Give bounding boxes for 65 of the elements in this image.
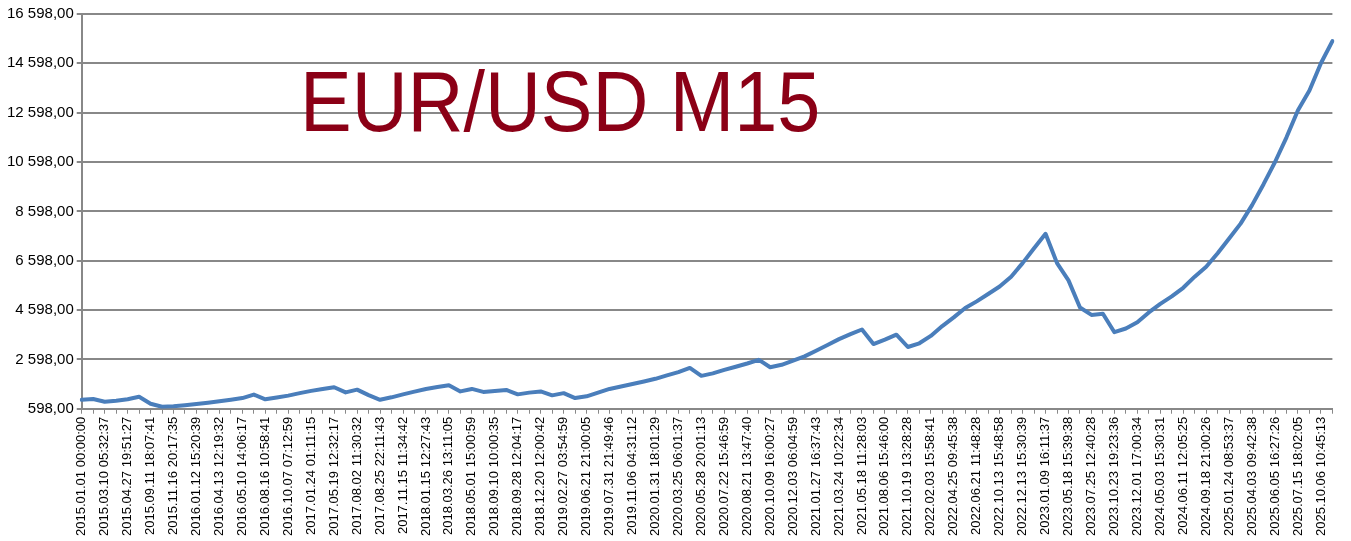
x-tick-label: 2016.04.13 12:19:32: [211, 416, 226, 536]
x-tick-label: 2025.04.03 09:42:38: [1243, 416, 1259, 536]
x-tick-label: 2021.01.27 16:37:43: [807, 416, 823, 536]
x-tick-label: 2015.09.11 18:07:41: [142, 416, 158, 536]
y-tick-label: 10 598,00: [7, 152, 74, 170]
x-tick-label: 2016.01.12 15:20:39: [188, 416, 204, 536]
x-tick-label: 2021.05.18 11:28:03: [853, 416, 869, 536]
x-tick-label: 2016.05.10 14:06:17: [233, 416, 249, 536]
x-tick-label: 2016.10.07 07:12:59: [279, 416, 295, 536]
x-tick-label: 2025.01.24 08:53:37: [1220, 416, 1236, 536]
x-tick-label: 2021.10.19 13:28:28: [899, 416, 915, 536]
y-tick-label: 8 598,00: [15, 201, 74, 219]
x-tick-label: 2017.11.15 11:34:42: [394, 416, 410, 535]
x-tick-label: 2017.08.02 11:30:32: [348, 416, 364, 536]
x-tick-label: 2020.12.03 06:04:59: [784, 416, 800, 536]
x-tick-label: 2020.05.28 20:01:13: [692, 416, 708, 536]
x-tick-label: 2023.12.01 17:00:34: [1128, 416, 1144, 536]
x-tick-label: 2015.03.10 05:32:37: [96, 416, 112, 536]
x-tick-label: 2024.05.03 15:30:31: [1151, 416, 1167, 536]
x-tick-label: 2020.07.22 15:46:59: [715, 416, 731, 536]
x-tick-label: 2015.01.01 00:00:00: [73, 416, 89, 536]
x-tick-label: 2018.05.01 15:00:59: [463, 416, 479, 536]
text: EUR/USD M15: [300, 53, 821, 149]
x-tick-label: 2022.04.25 09:45:38: [945, 416, 961, 536]
x-tick-label: 2022.06.21 11:48:28: [968, 416, 984, 536]
x-tick-label: 2021.03.24 10:22:34: [830, 416, 846, 536]
x-tick-label: 2019.11.06 04:31:12: [624, 416, 640, 536]
x-tick-label: 2025.07.15 18:02:05: [1289, 416, 1305, 536]
x-tick-label: 2023.10.23 19:23:36: [1105, 416, 1121, 536]
x-tick-label: 2020.03.25 06:01:37: [669, 416, 685, 536]
x-tick-label: 2015.11.16 20:17:35: [165, 416, 181, 536]
x-tick-label: 2022.12.13 15:30:39: [1014, 416, 1030, 536]
x-tick-label: 2020.01.31 18:01:29: [647, 416, 663, 536]
x-tick-label: 2021.08.06 15:46:00: [876, 416, 892, 536]
x-tick-label: 2023.07.25 12:40:28: [1083, 416, 1099, 536]
x-tick-label: 2018.12.20 12:00:42: [532, 416, 548, 536]
x-tick-label: 2025.06.05 16:27:26: [1266, 416, 1282, 536]
x-tick-label: 2019.07.31 21:49:46: [601, 416, 617, 536]
y-tick-label: 4 598,00: [15, 300, 74, 318]
x-tick-label: 2018.03.26 13:11:05: [440, 416, 456, 536]
x-tick-label: 2015.04.27 19:51:27: [119, 416, 135, 536]
y-tick-label: 598,00: [27, 398, 74, 416]
x-tick-label: 2016.08.16 10:58:41: [256, 416, 272, 536]
x-tick-label: 2018.09.10 10:00:35: [486, 416, 502, 536]
x-tick-label: 2020.10.09 16:00:27: [761, 416, 777, 536]
x-tick-label: 2025.10.06 10:45:13: [1312, 416, 1328, 536]
x-tick-label: 2020.08.21 13:47:40: [738, 416, 754, 536]
x-tick-label: 2018.01.15 12:27:43: [417, 416, 433, 536]
x-tick-label: 2022.10.13 15:48:58: [991, 416, 1007, 536]
x-tick-label: 2019.06.21 21:00:05: [578, 416, 594, 536]
y-tick-label: 2 598,00: [15, 349, 74, 367]
x-tick-label: 2017.08.25 22:11:43: [371, 416, 387, 536]
x-tick-label: 2017.01.24 01:11:15: [302, 416, 318, 536]
x-tick-label: 2019.02.27 03:54:59: [555, 416, 571, 536]
x-tick-label: 2024.06.11 12:05:25: [1174, 416, 1190, 536]
y-tick-label: 6 598,00: [15, 250, 74, 268]
x-tick-label: 2022.02.03 15:58:41: [922, 416, 938, 536]
x-tick-label: 2017.05.19 12:32:17: [325, 416, 341, 536]
y-tick-label: 12 598,00: [7, 102, 74, 120]
x-tick-label: 2024.09.18 21:00:26: [1197, 416, 1213, 536]
y-tick-label: 16 598,00: [7, 4, 74, 22]
x-tick-label: 2018.09.28 12:04:17: [509, 416, 525, 536]
x-tick-label: 2023.01.09 16:11:37: [1037, 416, 1053, 536]
x-tick-label: 2023.05.18 15:39:38: [1060, 416, 1076, 536]
y-tick-label: 14 598,00: [7, 53, 74, 71]
